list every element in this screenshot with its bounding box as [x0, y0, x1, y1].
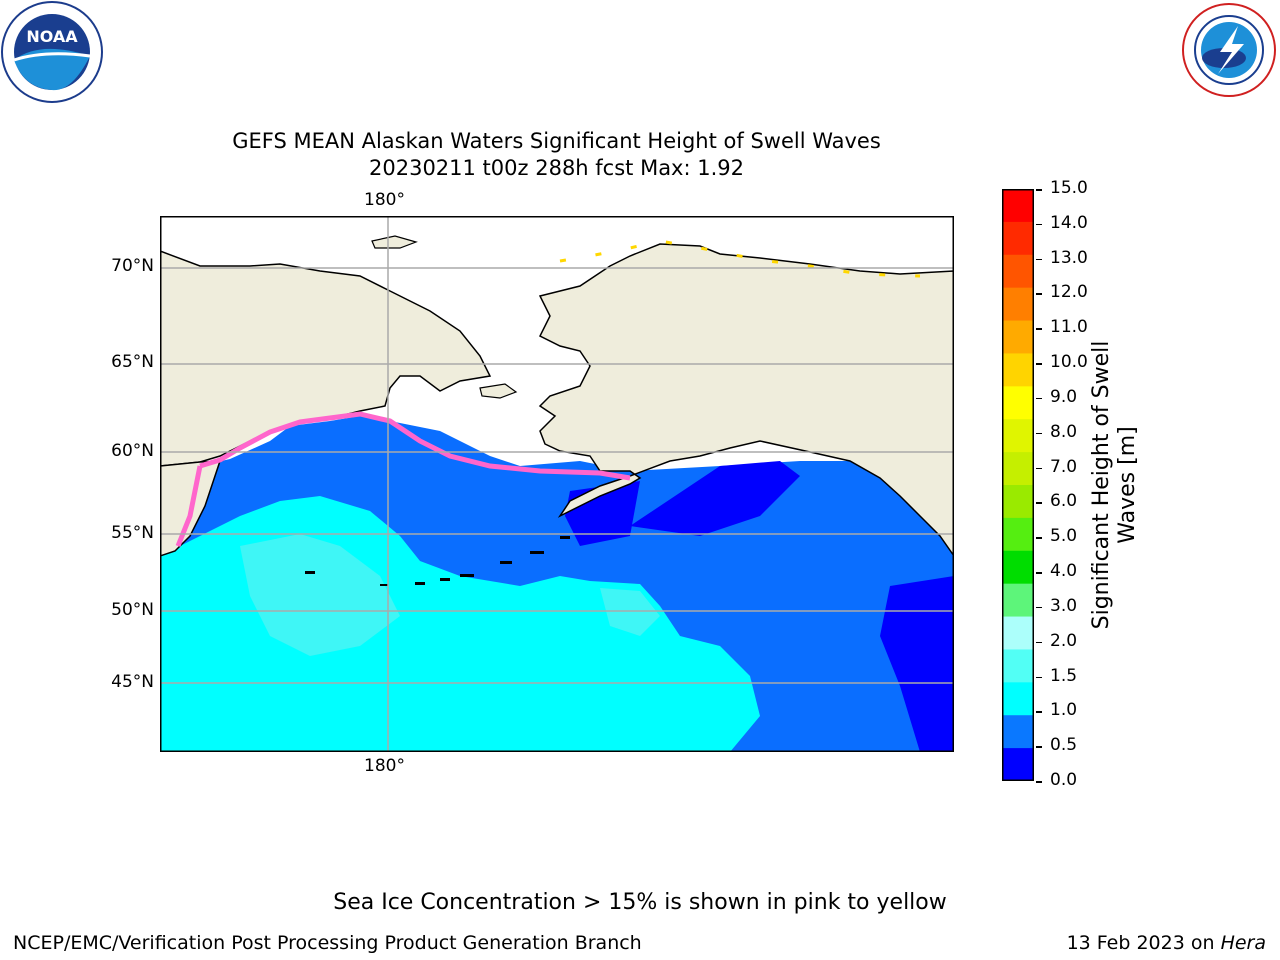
colorbar-tick-label: 5.0	[1050, 526, 1078, 547]
colorbar-tick-mark	[1036, 781, 1042, 783]
colorbar-segment	[1002, 386, 1034, 420]
chart-title-line2: 20230211 t00z 288h fcst Max: 1.92	[369, 156, 744, 180]
colorbar-segment	[1002, 189, 1034, 223]
colorbar-tick-label: 15.0	[1050, 178, 1088, 198]
colorbar-label-line1: Significant Height of Swell	[1089, 340, 1114, 630]
lat-label-50: 50°N	[111, 600, 154, 620]
colorbar-tick-mark	[1036, 537, 1042, 539]
colorbar-ticks: 15.0 14.0 13.0 12.0 11.0 10.0 9.0 8.0 7.0 6.0 5.0 4…	[1036, 0, 1096, 960]
colorbar-segment	[1002, 353, 1034, 387]
colorbar-tick-mark	[1036, 432, 1042, 435]
colorbar-tick-mark	[1036, 467, 1042, 470]
footer-right: 13 Feb 2023 on Hera	[1067, 932, 1266, 954]
colorbar-tick-label: 13.0	[1050, 247, 1088, 268]
colorbar-segment	[1002, 517, 1034, 552]
colorbar-tick-mark	[1036, 258, 1042, 261]
footer-left: NCEP/EMC/Verification Post Processing Pr…	[13, 932, 642, 954]
colorbar-tick-mark	[1036, 711, 1042, 713]
colorbar-tick-label: 0.0	[1050, 770, 1078, 790]
colorbar-tick-mark	[1036, 223, 1042, 226]
colorbar-segment	[1002, 485, 1034, 519]
colorbar-segment	[1002, 419, 1034, 453]
colorbar-tick-mark	[1036, 502, 1042, 504]
chart-title-line1: GEFS MEAN Alaskan Waters Significant Hei…	[232, 129, 881, 153]
lon-label-top: 180°	[364, 190, 405, 210]
colorbar-tick-mark	[1036, 676, 1042, 679]
colorbar-segment	[1002, 649, 1034, 683]
footer-date: 13 Feb 2023 on	[1066, 932, 1221, 954]
colorbar-tick-mark	[1036, 328, 1042, 330]
colorbar-segment	[1002, 550, 1034, 585]
noaa-logo: NOAA	[0, 0, 104, 104]
colorbar-tick-mark	[1036, 293, 1042, 295]
colorbar-frame	[1002, 189, 1034, 781]
lat-label-60: 60°N	[111, 441, 154, 461]
colorbar-tick-label: 4.0	[1050, 561, 1078, 582]
colorbar-tick-mark	[1036, 641, 1042, 644]
ice-edge	[199, 411, 631, 481]
swell-dark-east	[880, 576, 954, 752]
land-wrangel	[371, 235, 418, 249]
colorbar-tick-mark	[1036, 363, 1042, 365]
sea-ice-note: Sea Ice Concentration > 15% is shown in …	[333, 890, 947, 915]
map-svg	[159, 216, 955, 752]
colorbar-tick-label: 8.0	[1050, 421, 1078, 442]
colorbar-segment	[1002, 748, 1034, 782]
colorbar-label-line2: Waves [m]	[1115, 426, 1140, 544]
colorbar-tick-label: 1.0	[1050, 700, 1078, 721]
lat-label-65: 65°N	[111, 352, 154, 372]
colorbar-tick-label: 7.0	[1050, 456, 1078, 477]
lon-label-bottom: 180°	[364, 756, 405, 776]
colorbar-segment	[1002, 320, 1034, 354]
colorbar-segment	[1002, 682, 1034, 716]
colorbar-tick-label: 10.0	[1050, 352, 1088, 373]
aleutian-islands	[305, 536, 570, 586]
colorbar-tick-label: 6.0	[1050, 491, 1078, 512]
colorbar-tick-label: 11.0	[1050, 317, 1088, 338]
nws-logo	[1178, 0, 1280, 100]
noaa-logo-text: NOAA	[26, 27, 78, 46]
map-panel	[159, 216, 955, 752]
colorbar-segment	[1002, 616, 1034, 650]
colorbar-tick-mark	[1036, 746, 1042, 748]
lat-label-70: 70°N	[111, 256, 154, 276]
colorbar-tick-mark	[1036, 606, 1042, 609]
colorbar-tick-label: 9.0	[1050, 386, 1078, 407]
colorbar-segment	[1002, 287, 1034, 322]
colorbar-tick-label: 12.0	[1050, 282, 1088, 303]
colorbar-tick-mark	[1036, 572, 1042, 574]
colorbar-tick-label: 3.0	[1050, 595, 1078, 616]
map-frame	[160, 216, 954, 752]
colorbar-tick-mark	[1036, 189, 1042, 191]
footer-machine: Hera	[1220, 932, 1266, 954]
colorbar-tick-label: 2.0	[1050, 630, 1078, 651]
land-alaska	[538, 243, 955, 559]
colorbar-segment	[1002, 452, 1034, 486]
colorbar-segment	[1002, 715, 1034, 749]
lat-label-45: 45°N	[111, 672, 154, 692]
swell-cyan-light	[240, 534, 400, 656]
colorbar-segment	[1002, 221, 1034, 256]
lat-label-55: 55°N	[111, 523, 154, 543]
colorbar-tick-mark	[1036, 397, 1042, 400]
colorbar	[1002, 189, 1034, 782]
colorbar-tick-label: 0.5	[1050, 735, 1078, 756]
gridlines	[160, 216, 954, 752]
colorbar-tick-label: 14.0	[1050, 212, 1088, 233]
colorbar-segment	[1002, 254, 1034, 289]
colorbar-segment	[1002, 583, 1034, 618]
colorbar-tick-label: 1.5	[1050, 665, 1078, 686]
